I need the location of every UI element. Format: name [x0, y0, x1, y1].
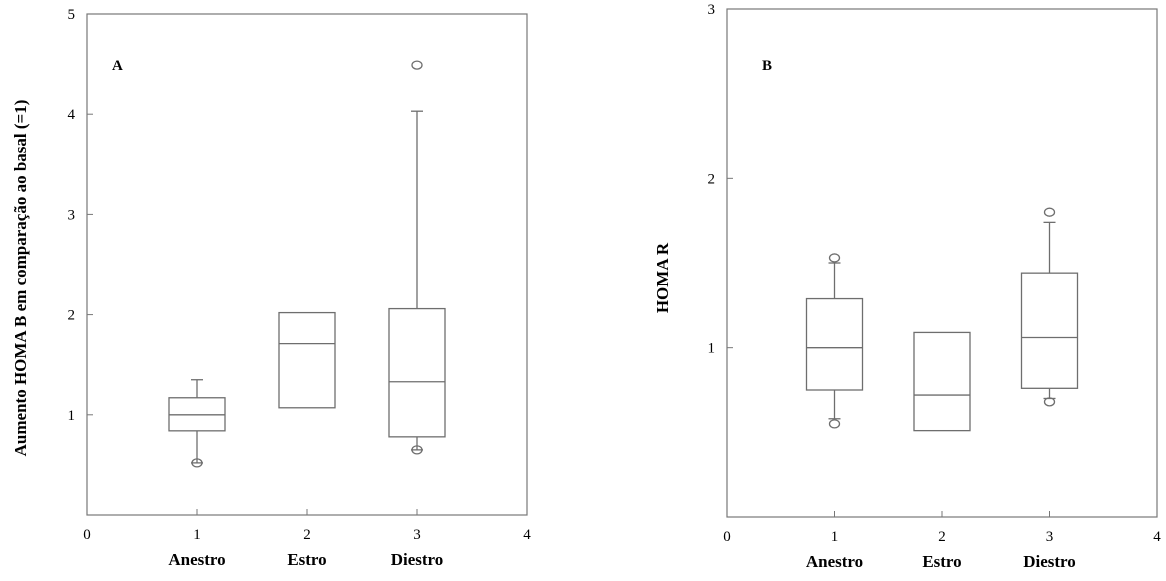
panel-a-y-tick-label: 5	[68, 7, 76, 23]
box-iqr	[1020, 272, 1079, 389]
box-iqr	[278, 311, 336, 409]
axis-ticks-b: 0 1 2 3 4 1 2 3 Anestro Estro Diestro	[708, 2, 1162, 571]
outlier-point	[1043, 207, 1056, 217]
panel-b-y-tick-label: 1	[708, 341, 716, 357]
panel-b-x-tick-label: 1	[831, 529, 839, 545]
panel-a-y-tick-label: 4	[68, 107, 76, 123]
panel-a-x-tick-label: 0	[83, 527, 91, 543]
outlier-point	[828, 419, 841, 429]
boxplots-b	[805, 207, 1079, 432]
panel-label-a: A	[112, 58, 123, 74]
panel-b-boxplot	[1020, 207, 1079, 407]
axis-ticks-a: 0 1 2 3 4 1 2 3 4 5 Anestro Estro Diestro	[68, 7, 532, 569]
outlier-point	[191, 458, 203, 468]
outlier-point	[828, 253, 841, 263]
panel-b-x-tick-label: 2	[938, 529, 946, 545]
panel-a-category-label: Diestro	[391, 550, 444, 569]
panel-b-category-label: Estro	[922, 552, 961, 571]
chart-panel-b: B HOMA R 0 1 2 3 4 1 2 3 Anestro Estro Diestro	[653, 2, 1161, 571]
panel-b-y-tick-label: 3	[708, 2, 716, 18]
boxplots-a	[168, 60, 446, 468]
panel-a-category-label: Estro	[287, 550, 326, 569]
outlier-point	[1043, 397, 1056, 407]
panel-b-y-tick-label: 2	[708, 171, 716, 187]
panel-a-x-tick-label: 1	[193, 527, 201, 543]
panel-label-b: B	[762, 58, 772, 74]
panel-a-x-tick-label: 4	[523, 527, 531, 543]
y-axis-label-b: HOMA R	[653, 242, 672, 313]
plot-frame-a	[86, 13, 528, 516]
panel-a-boxplot	[388, 60, 446, 455]
panel-b-boxplot	[805, 253, 864, 429]
plot-frame-b	[726, 8, 1158, 518]
outlier-point	[411, 445, 423, 455]
box-iqr	[913, 331, 971, 432]
box-iqr	[388, 307, 446, 438]
panel-a-boxplot	[278, 311, 336, 409]
panel-b-x-tick-label: 0	[723, 529, 731, 545]
outlier-point	[411, 60, 423, 70]
panel-a-y-tick-label: 1	[68, 408, 76, 424]
panel-a-category-label: Anestro	[168, 550, 225, 569]
panel-a-x-tick-label: 2	[303, 527, 311, 543]
panel-b-x-tick-label: 4	[1153, 529, 1161, 545]
box-iqr	[805, 297, 864, 391]
panel-a-y-tick-label: 2	[68, 308, 76, 324]
panel-b-boxplot	[913, 331, 971, 432]
panel-b-category-label: Anestro	[806, 552, 863, 571]
panel-a-boxplot	[168, 379, 226, 468]
panel-b-x-tick-label: 3	[1046, 529, 1054, 545]
panel-a-y-tick-label: 3	[68, 207, 76, 223]
chart-panel-a: A Aumento HOMA B em comparação ao basal …	[11, 7, 531, 569]
panel-b-category-label: Diestro	[1023, 552, 1076, 571]
y-axis-label-a: Aumento HOMA B em comparação ao basal (=…	[11, 100, 30, 457]
panel-a-x-tick-label: 3	[413, 527, 421, 543]
